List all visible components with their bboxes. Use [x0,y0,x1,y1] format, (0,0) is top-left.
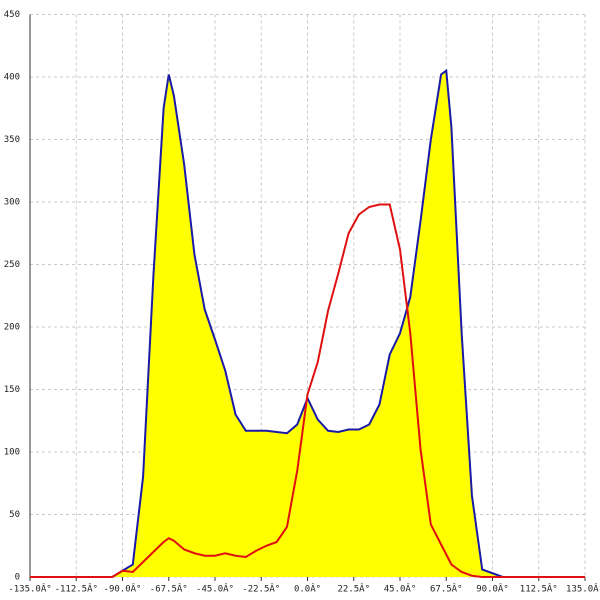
y-tick-label: 50 [9,510,20,520]
series-line [30,203,585,578]
x-tick-label: 22.5Â° [337,583,370,595]
y-tick-label: 200 [4,323,20,333]
y-tick-label: 100 [4,448,20,458]
x-tick-label: 45.0Â° [384,583,417,595]
x-tick-label: 135.0Â° [566,583,600,595]
y-tick-label: 0 [15,573,20,583]
y-tick-label: 150 [4,385,20,395]
x-tick-label: -90.0Â° [104,583,142,595]
x-tick-label: 90.0Â° [476,583,509,595]
y-tick-label: 250 [4,260,20,270]
x-tick-label: 0.0Â° [294,583,321,595]
y-tick-label: 400 [4,73,20,83]
x-tick-label: -67.5Â° [150,583,188,595]
x-tick-label: -22.5Â° [242,583,280,595]
x-tick-label: 112.5Â° [520,583,558,595]
x-tick-label: -112.5Â° [55,583,98,595]
y-tick-label: 450 [4,10,20,20]
area-fill [30,70,585,577]
y-tick-label: 350 [4,135,20,145]
x-tick-label: -45.0Â° [196,583,234,595]
x-tick-label: -135.0Â° [8,583,51,595]
y-tick-label: 300 [4,198,20,208]
x-tick-label: 67.5Â° [430,583,463,595]
